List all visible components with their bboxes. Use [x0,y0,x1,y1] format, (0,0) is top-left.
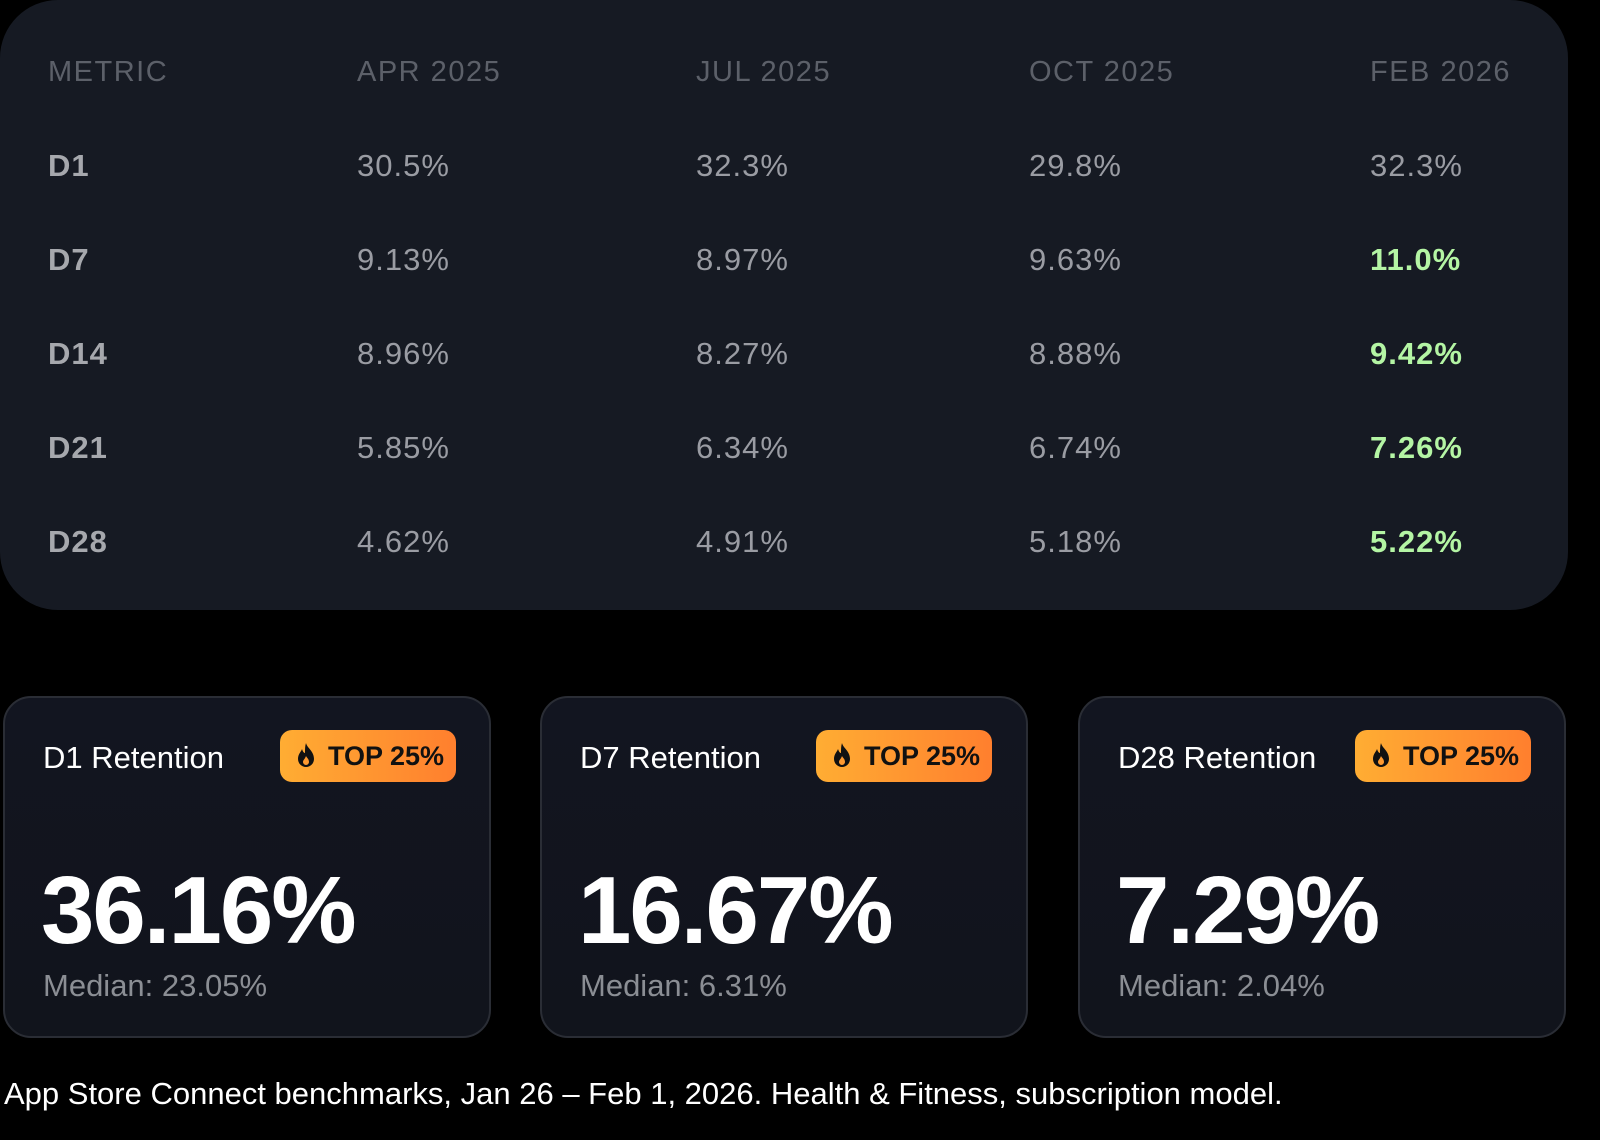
table-row-d14: D14 8.96% 8.27% 8.88% 9.42% [0,336,1568,376]
header-apr-2025: APR 2025 [357,56,502,88]
header-feb-2026: FEB 2026 [1370,56,1511,88]
median-value: Median: 2.04% [1118,968,1325,1003]
card-title: D28 Retention [1118,740,1317,775]
d1-retention-card: D1 Retention TOP 25% 36.16% Median: 23.0… [3,696,491,1038]
table-cell: 4.91% [696,524,789,559]
metric-label: D14 [48,336,108,371]
table-cell: 5.18% [1029,524,1122,559]
badge-label: TOP 25% [328,740,445,771]
table-cell-highlight: 11.0% [1370,242,1462,277]
table-cell-highlight: 7.26% [1370,430,1463,465]
source-caption: App Store Connect benchmarks, Jan 26 – F… [4,1076,1283,1111]
median-value: Median: 6.31% [580,968,787,1003]
table-cell: 8.97% [696,242,789,277]
top-25-badge: TOP 25% [280,730,457,782]
table-row-d21: D21 5.85% 6.34% 6.74% 7.26% [0,430,1568,470]
retention-value: 16.67% [578,857,894,964]
table-cell-highlight: 5.22% [1370,524,1463,559]
table-cell: 5.85% [357,430,450,465]
table-cell: 32.3% [696,148,789,183]
retention-table: METRIC APR 2025 JUL 2025 OCT 2025 FEB 20… [0,0,1568,610]
table-cell: 9.63% [1029,242,1122,277]
card-title: D7 Retention [580,740,761,775]
table-row-d7: D7 9.13% 8.97% 9.63% 11.0% [0,242,1568,282]
table-cell: 29.8% [1029,148,1122,183]
metric-label: D28 [48,524,108,559]
top-25-badge: TOP 25% [1355,730,1532,782]
table-cell: 4.62% [357,524,450,559]
card-title: D1 Retention [43,740,224,775]
d7-retention-card: D7 Retention TOP 25% 16.67% Median: 6.31… [540,696,1028,1038]
table-cell-highlight: 9.42% [1370,336,1463,371]
fire-icon [834,743,850,767]
table-row-d28: D28 4.62% 4.91% 5.18% 5.22% [0,524,1568,564]
table-cell: 8.27% [696,336,789,371]
median-value: Median: 23.05% [43,968,268,1003]
table-cell: 9.13% [357,242,450,277]
table-cell: 6.74% [1029,430,1122,465]
table-cell: 32.3% [1370,148,1463,183]
table-cell: 8.96% [357,336,450,371]
table-row-d1: D1 30.5% 32.3% 29.8% 32.3% [0,148,1568,188]
table-header-row: METRIC APR 2025 JUL 2025 OCT 2025 FEB 20… [0,56,1568,96]
header-oct-2025: OCT 2025 [1029,56,1175,88]
badge-label: TOP 25% [864,740,981,771]
table-cell: 6.34% [696,430,789,465]
badge-label: TOP 25% [1403,740,1520,771]
retention-value: 7.29% [1116,857,1380,964]
fire-icon [298,743,314,767]
retention-value: 36.16% [41,857,357,964]
table-cell: 8.88% [1029,336,1122,371]
table-cell: 30.5% [357,148,450,183]
header-metric: METRIC [48,56,169,88]
d28-retention-card: D28 Retention TOP 25% 7.29% Median: 2.04… [1078,696,1566,1038]
fire-icon [1373,743,1389,767]
top-25-badge: TOP 25% [816,730,993,782]
metric-label: D7 [48,242,90,277]
metric-label: D1 [48,148,90,183]
metric-label: D21 [48,430,108,465]
header-jul-2025: JUL 2025 [696,56,832,88]
